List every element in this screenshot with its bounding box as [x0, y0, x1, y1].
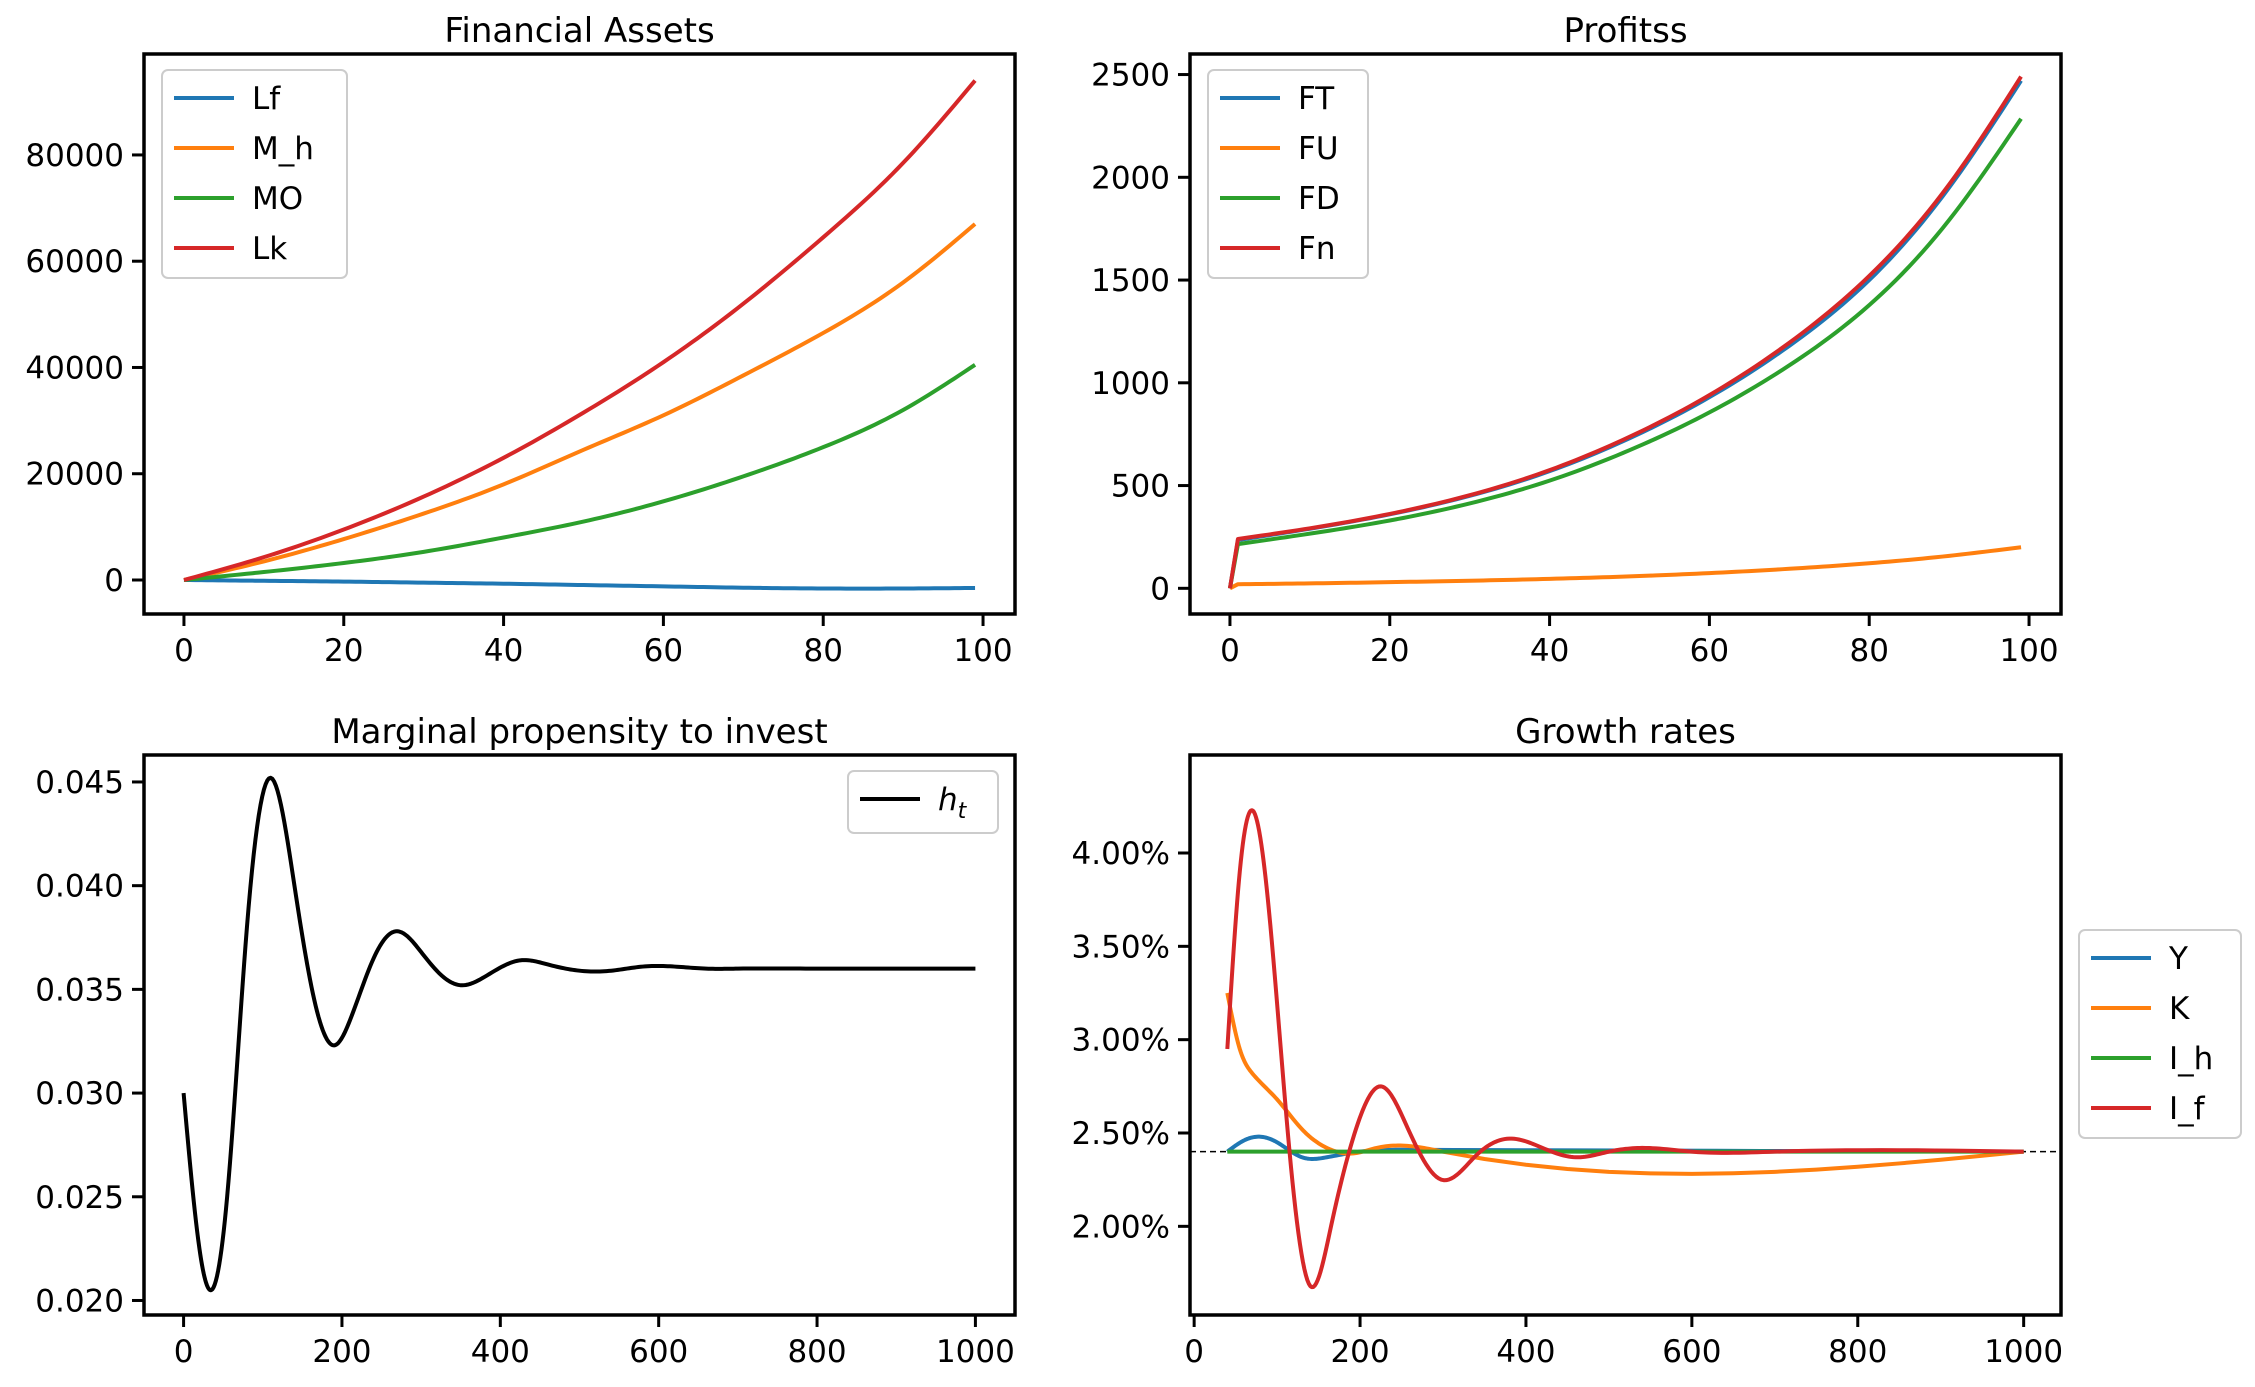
x-tick-label: 0 — [1220, 633, 1240, 669]
series-line-fn — [1227, 75, 2023, 589]
legend-label: Lf — [252, 81, 281, 117]
x-tick-label: 100 — [953, 633, 1012, 669]
y-tick-label: 60000 — [25, 244, 124, 280]
series-line-lk — [183, 79, 977, 582]
x-tick-label: 60 — [644, 633, 683, 669]
x-tick-label: 100 — [1999, 633, 2058, 669]
y-tick-label: 2000 — [1091, 160, 1170, 196]
y-tick-label: 80000 — [25, 138, 124, 174]
y-tick-label: 1000 — [1091, 366, 1170, 402]
y-tick-label: 0.030 — [35, 1076, 124, 1112]
financial-assets-panel: Financial Assets 0 20 40 60 80 100 0 20000 40000 6… — [25, 11, 1017, 669]
series-line-lf — [183, 578, 976, 591]
plot-frame — [142, 753, 1017, 1317]
legend-label: Lk — [252, 231, 287, 267]
y-tick-label: 0.020 — [35, 1283, 124, 1319]
x-tick-label: 80 — [803, 633, 842, 669]
series-line-fu — [1229, 545, 2022, 591]
y-tick-label: 0.025 — [35, 1180, 124, 1216]
y-tick-label: 1500 — [1091, 263, 1170, 299]
legend-box — [847, 770, 999, 834]
y-tick-label: 0.045 — [35, 765, 124, 801]
plot-frame — [1188, 52, 2063, 616]
y-tick-label: 0 — [1150, 571, 1170, 607]
y-tick-label: 4.00% — [1072, 836, 1170, 872]
legend-box — [161, 69, 348, 279]
x-tick-label: 40 — [1530, 633, 1569, 669]
series-line-i-f — [1225, 808, 2024, 1290]
series-line-m-h — [183, 222, 977, 582]
y-tick-label: 20000 — [25, 457, 124, 493]
y-tick-label: 2.50% — [1072, 1116, 1170, 1152]
marginal-propensity-panel: Marginal propensity to invest 0 200 400 600 8… — [35, 712, 1017, 1370]
legend-label: ht — [938, 782, 968, 824]
x-tick-label: 1000 — [1984, 1334, 2063, 1370]
legend-label: I_f — [2169, 1091, 2206, 1127]
legend: YK I_h I_f — [2078, 929, 2242, 1139]
legend: FT FU FD Fn — [1207, 69, 1369, 279]
y-tick-label: 0 — [104, 563, 124, 599]
legend-label: I_h — [2169, 1041, 2213, 1077]
legend-label: FT — [1298, 81, 1335, 117]
plot-frame — [1188, 753, 2063, 1317]
x-tick-label: 0 — [174, 1334, 194, 1370]
growth-rates-panel: Growth rates 0 200 400 600 800 1000 2.00% 2.50% 3… — [1072, 712, 2242, 1370]
legend-label: K — [2169, 991, 2190, 1027]
x-tick-label: 400 — [1496, 1334, 1555, 1370]
legend: ht — [847, 770, 999, 834]
series-line-fd — [1227, 117, 2023, 589]
x-tick-label: 800 — [1828, 1334, 1887, 1370]
series-line-k — [1225, 992, 2024, 1176]
x-tick-label: 800 — [787, 1334, 846, 1370]
x-tick-label: 20 — [324, 633, 363, 669]
y-tick-label: 0.040 — [35, 869, 124, 905]
x-tick-label: 0 — [1184, 1334, 1204, 1370]
series-line-h-t — [181, 775, 976, 1293]
chart-title: Financial Assets — [444, 11, 714, 51]
legend-label: FU — [1298, 131, 1339, 167]
x-tick-label: 1000 — [936, 1334, 1015, 1370]
x-tick-label: 40 — [484, 633, 523, 669]
chart-title: Marginal propensity to invest — [331, 712, 827, 752]
x-tick-label: 20 — [1370, 633, 1409, 669]
x-tick-label: 0 — [174, 633, 194, 669]
x-tick-label: 200 — [1330, 1334, 1389, 1370]
y-tick-label: 500 — [1111, 469, 1170, 505]
y-tick-label: 0.035 — [35, 972, 124, 1008]
chart-title: Profitss — [1563, 11, 1687, 51]
legend-label: FD — [1298, 181, 1340, 217]
y-tick-label: 3.00% — [1072, 1023, 1170, 1059]
legend-label: Fn — [1298, 231, 1335, 267]
y-tick-label: 40000 — [25, 350, 124, 386]
plot-frame — [142, 52, 1017, 616]
x-tick-label: 400 — [471, 1334, 530, 1370]
legend-label: Y — [2168, 941, 2188, 977]
series-line-mo — [183, 363, 977, 582]
legend-box — [1207, 69, 1369, 279]
x-tick-label: 60 — [1690, 633, 1729, 669]
x-tick-label: 80 — [1849, 633, 1888, 669]
y-tick-label: 2.00% — [1072, 1209, 1170, 1245]
y-tick-label: 3.50% — [1072, 929, 1170, 965]
x-tick-label: 600 — [629, 1334, 688, 1370]
y-tick-label: 2500 — [1091, 58, 1170, 94]
x-tick-label: 200 — [312, 1334, 371, 1370]
legend-box — [2078, 929, 2242, 1139]
legend: Lf M_h MO Lk — [161, 69, 348, 279]
legend-label: MO — [252, 181, 303, 217]
legend-label: M_h — [252, 131, 314, 167]
x-tick-label: 600 — [1662, 1334, 1721, 1370]
chart-title: Growth rates — [1515, 712, 1736, 752]
